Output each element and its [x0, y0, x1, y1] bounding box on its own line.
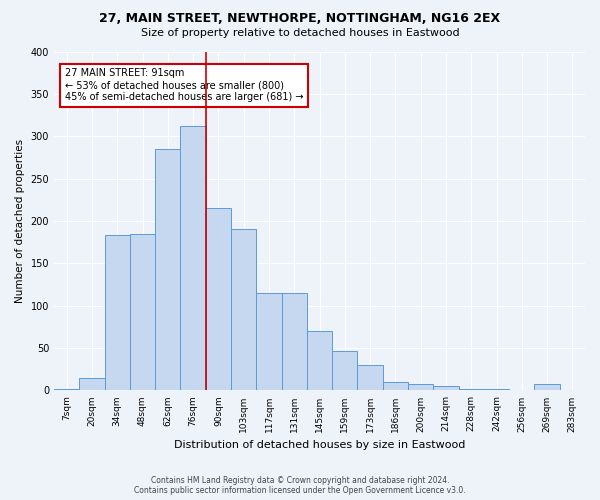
- Text: 27, MAIN STREET, NEWTHORPE, NOTTINGHAM, NG16 2EX: 27, MAIN STREET, NEWTHORPE, NOTTINGHAM, …: [100, 12, 500, 26]
- Bar: [256, 293, 281, 390]
- Bar: [484, 388, 509, 390]
- Bar: [155, 149, 181, 390]
- Text: Size of property relative to detached houses in Eastwood: Size of property relative to detached ho…: [140, 28, 460, 38]
- Bar: [358, 365, 383, 390]
- Bar: [54, 388, 79, 390]
- Bar: [281, 293, 307, 390]
- Y-axis label: Number of detached properties: Number of detached properties: [15, 139, 25, 303]
- Bar: [181, 126, 206, 390]
- Bar: [307, 331, 332, 390]
- Bar: [231, 230, 256, 390]
- Bar: [408, 384, 433, 390]
- Bar: [206, 208, 231, 390]
- Bar: [79, 378, 104, 390]
- Bar: [433, 386, 458, 390]
- Bar: [535, 384, 560, 390]
- Text: Contains HM Land Registry data © Crown copyright and database right 2024.
Contai: Contains HM Land Registry data © Crown c…: [134, 476, 466, 495]
- Bar: [130, 234, 155, 390]
- Text: 27 MAIN STREET: 91sqm
← 53% of detached houses are smaller (800)
45% of semi-det: 27 MAIN STREET: 91sqm ← 53% of detached …: [65, 68, 303, 102]
- Bar: [332, 352, 358, 391]
- Bar: [104, 236, 130, 390]
- Bar: [383, 382, 408, 390]
- Bar: [458, 388, 484, 390]
- X-axis label: Distribution of detached houses by size in Eastwood: Distribution of detached houses by size …: [174, 440, 465, 450]
